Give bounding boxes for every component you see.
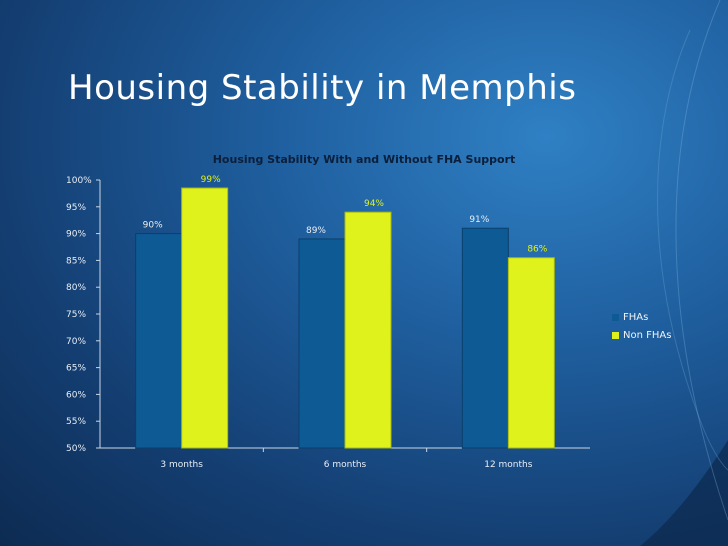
chart-title: Housing Stability With and Without FHA S…	[212, 153, 516, 166]
y-tick-label: 55%	[66, 417, 86, 427]
x-tick-label: 12 months	[484, 460, 533, 470]
y-tick-label: 95%	[66, 203, 86, 213]
chart-legend: FHAs Non FHAs	[612, 308, 671, 344]
legend-swatch-fhas	[612, 313, 619, 321]
bar-fhas	[298, 238, 346, 449]
legend-label-fhas: FHAs	[623, 311, 649, 323]
legend-item-fhas: FHAs	[612, 308, 671, 326]
y-tick-label: 65%	[66, 364, 86, 374]
bar-non-fhas	[344, 211, 392, 449]
bar-non-fhas	[181, 187, 229, 449]
data-label-non-fhas: 94%	[364, 199, 384, 209]
x-tick-label: 3 months	[160, 460, 203, 470]
data-label-non-fhas: 99%	[201, 175, 221, 185]
data-label-fhas: 90%	[143, 221, 163, 231]
y-tick-label: 50%	[66, 444, 86, 454]
data-label-non-fhas: 86%	[527, 245, 547, 255]
bar-fhas	[461, 227, 509, 449]
x-tick-label: 6 months	[324, 460, 367, 470]
y-tick-label: 75%	[66, 310, 86, 320]
legend-item-non-fhas: Non FHAs	[612, 326, 671, 344]
y-tick-label: 70%	[66, 337, 86, 347]
slide-title: Housing Stability in Memphis	[68, 68, 577, 108]
bar-fhas	[135, 233, 183, 449]
bar-non-fhas	[507, 257, 555, 449]
y-tick-label: 90%	[66, 230, 86, 240]
y-tick-label: 60%	[66, 390, 86, 400]
legend-swatch-non-fhas	[612, 331, 619, 339]
data-label-fhas: 89%	[306, 226, 326, 236]
y-tick-label: 100%	[66, 176, 92, 186]
legend-label-non-fhas: Non FHAs	[623, 329, 672, 341]
y-tick-label: 80%	[66, 283, 86, 293]
data-label-fhas: 91%	[469, 215, 489, 225]
y-tick-label: 85%	[66, 256, 86, 266]
